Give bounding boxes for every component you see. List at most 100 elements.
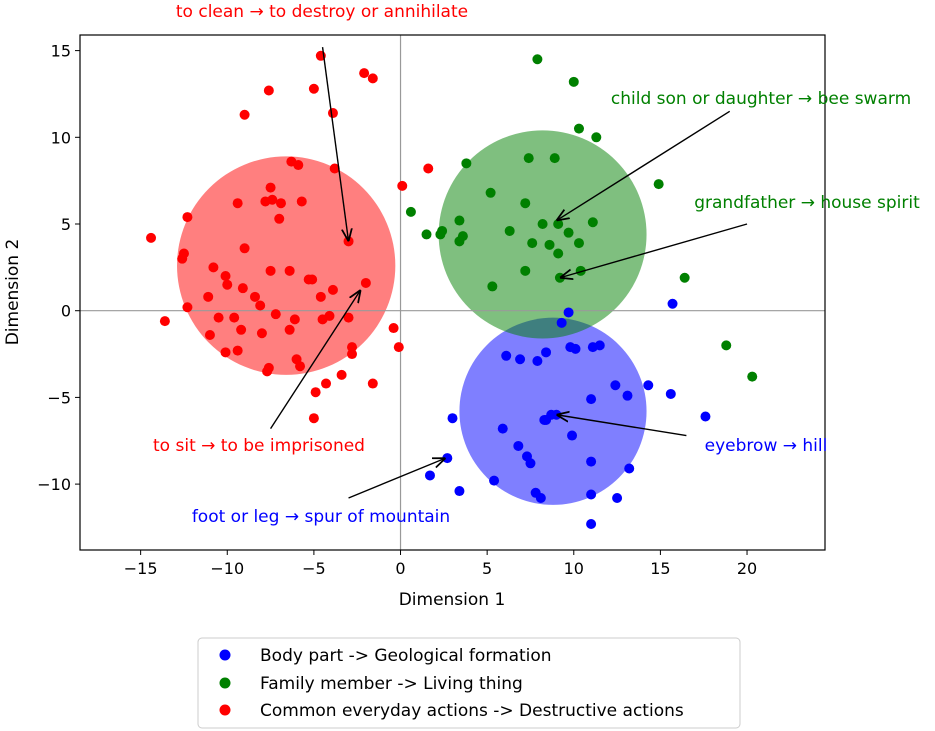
annotation-arrow-4 [556, 415, 687, 437]
point-body-part-geological-formation [556, 317, 567, 328]
x-tick-label: 10 [564, 559, 584, 578]
point-common-everyday-actions-destructive-actions [359, 68, 370, 79]
point-common-everyday-actions-destructive-actions [260, 196, 271, 207]
x-axis-ticks: −15 −10 −5 0 5 10 15 20 [124, 550, 757, 578]
point-family-member-living-thing [653, 179, 664, 190]
point-common-everyday-actions-destructive-actions [327, 284, 338, 295]
annotation-arrows [269, 47, 748, 499]
point-family-member-living-thing [587, 217, 598, 228]
point-common-everyday-actions-destructive-actions [315, 291, 326, 302]
zero-reference-lines [80, 35, 825, 550]
point-body-part-geological-formation [586, 518, 597, 529]
point-body-part-geological-formation [541, 347, 552, 358]
point-body-part-geological-formation [454, 486, 465, 497]
point-body-part-geological-formation [447, 413, 458, 424]
point-family-member-living-thing [520, 198, 531, 209]
point-family-member-living-thing [549, 153, 560, 164]
point-common-everyday-actions-destructive-actions [263, 85, 274, 96]
point-common-everyday-actions-destructive-actions [262, 366, 273, 377]
point-common-everyday-actions-destructive-actions [284, 265, 295, 276]
x-tick-label: 0 [395, 559, 405, 578]
point-family-member-living-thing [457, 231, 468, 242]
point-body-part-geological-formation [532, 355, 543, 366]
point-family-member-living-thing [568, 76, 579, 87]
x-tick-label: −15 [124, 559, 158, 578]
point-body-part-geological-formation [643, 380, 654, 391]
point-common-everyday-actions-destructive-actions [327, 108, 338, 119]
point-common-everyday-actions-destructive-actions [222, 279, 233, 290]
point-common-everyday-actions-destructive-actions [307, 274, 318, 285]
x-tick-label: −5 [302, 559, 326, 578]
point-common-everyday-actions-destructive-actions [213, 312, 224, 323]
point-family-member-living-thing [575, 265, 586, 276]
point-family-member-living-thing [563, 227, 574, 238]
point-common-everyday-actions-destructive-actions [232, 198, 243, 209]
point-body-part-geological-formation [665, 388, 676, 399]
point-body-part-geological-formation [539, 414, 550, 425]
point-body-part-geological-formation [563, 307, 574, 318]
annotation-label-child: child son or daughter → bee swarm [611, 89, 911, 109]
point-body-part-geological-formation [667, 298, 678, 309]
point-common-everyday-actions-destructive-actions [239, 243, 250, 254]
point-body-part-geological-formation [586, 456, 597, 467]
point-common-everyday-actions-destructive-actions [423, 163, 434, 174]
point-body-part-geological-formation [612, 492, 623, 503]
point-common-everyday-actions-destructive-actions [367, 73, 378, 84]
point-body-part-geological-formation [501, 350, 512, 361]
point-family-member-living-thing [573, 123, 584, 134]
point-body-part-geological-formation [570, 343, 581, 354]
x-axis-label: Dimension 1 [399, 590, 506, 610]
point-common-everyday-actions-destructive-actions [293, 160, 304, 171]
point-body-part-geological-formation [700, 411, 711, 422]
point-common-everyday-actions-destructive-actions [321, 378, 332, 389]
point-common-everyday-actions-destructive-actions [208, 262, 219, 273]
point-family-member-living-thing [520, 265, 531, 276]
legend-label-family-member: Family member -> Living thing [260, 674, 523, 694]
point-body-part-geological-formation [489, 475, 500, 486]
legend-marker-everyday-actions [219, 704, 231, 716]
y-tick-label: 5 [61, 215, 71, 234]
annotation-label-eyebrow: eyebrow → hill [705, 436, 828, 456]
point-common-everyday-actions-destructive-actions [347, 342, 358, 353]
point-family-member-living-thing [485, 187, 496, 198]
point-common-everyday-actions-destructive-actions [310, 387, 321, 398]
annotation-arrow-3 [560, 223, 748, 278]
y-tick-label: 15 [51, 42, 71, 61]
point-family-member-living-thing [523, 153, 534, 164]
point-family-member-living-thing [421, 229, 432, 240]
point-common-everyday-actions-destructive-actions [393, 342, 404, 353]
annotation-arrow-2 [556, 110, 731, 220]
point-body-part-geological-formation [586, 489, 597, 500]
point-common-everyday-actions-destructive-actions [295, 361, 306, 372]
point-body-part-geological-formation [513, 440, 524, 451]
legend: Body part -> Geological formation Family… [197, 637, 741, 729]
point-common-everyday-actions-destructive-actions [159, 316, 170, 327]
point-body-part-geological-formation [525, 458, 536, 469]
point-family-member-living-thing [537, 219, 548, 230]
point-common-everyday-actions-destructive-actions [296, 196, 307, 207]
annotation-label-sit: to sit → to be imprisoned [153, 436, 365, 456]
point-common-everyday-actions-destructive-actions [347, 349, 358, 360]
annotation-label-clean: to clean → to destroy or annihilate [176, 2, 468, 22]
x-tick-label: −10 [210, 559, 244, 578]
point-common-everyday-actions-destructive-actions [289, 314, 300, 325]
point-common-everyday-actions-destructive-actions [308, 83, 319, 94]
point-family-member-living-thing [405, 206, 416, 217]
x-tick-label: 5 [482, 559, 492, 578]
data-points [146, 50, 758, 529]
legend-marker-body-part [219, 649, 231, 661]
x-tick-label: 20 [737, 559, 757, 578]
y-axis-label: Dimension 2 [3, 239, 23, 346]
point-body-part-geological-formation [624, 463, 635, 474]
point-common-everyday-actions-destructive-actions [329, 163, 340, 174]
point-common-everyday-actions-destructive-actions [265, 265, 276, 276]
annotation-labels: to clean → to destroy or annihilate to s… [153, 2, 920, 527]
point-common-everyday-actions-destructive-actions [270, 309, 281, 320]
point-common-everyday-actions-destructive-actions [237, 283, 248, 294]
point-body-part-geological-formation [535, 492, 546, 503]
point-common-everyday-actions-destructive-actions [229, 312, 240, 323]
y-tick-label: 0 [61, 302, 71, 321]
point-common-everyday-actions-destructive-actions [336, 369, 347, 380]
point-common-everyday-actions-destructive-actions [274, 213, 285, 224]
